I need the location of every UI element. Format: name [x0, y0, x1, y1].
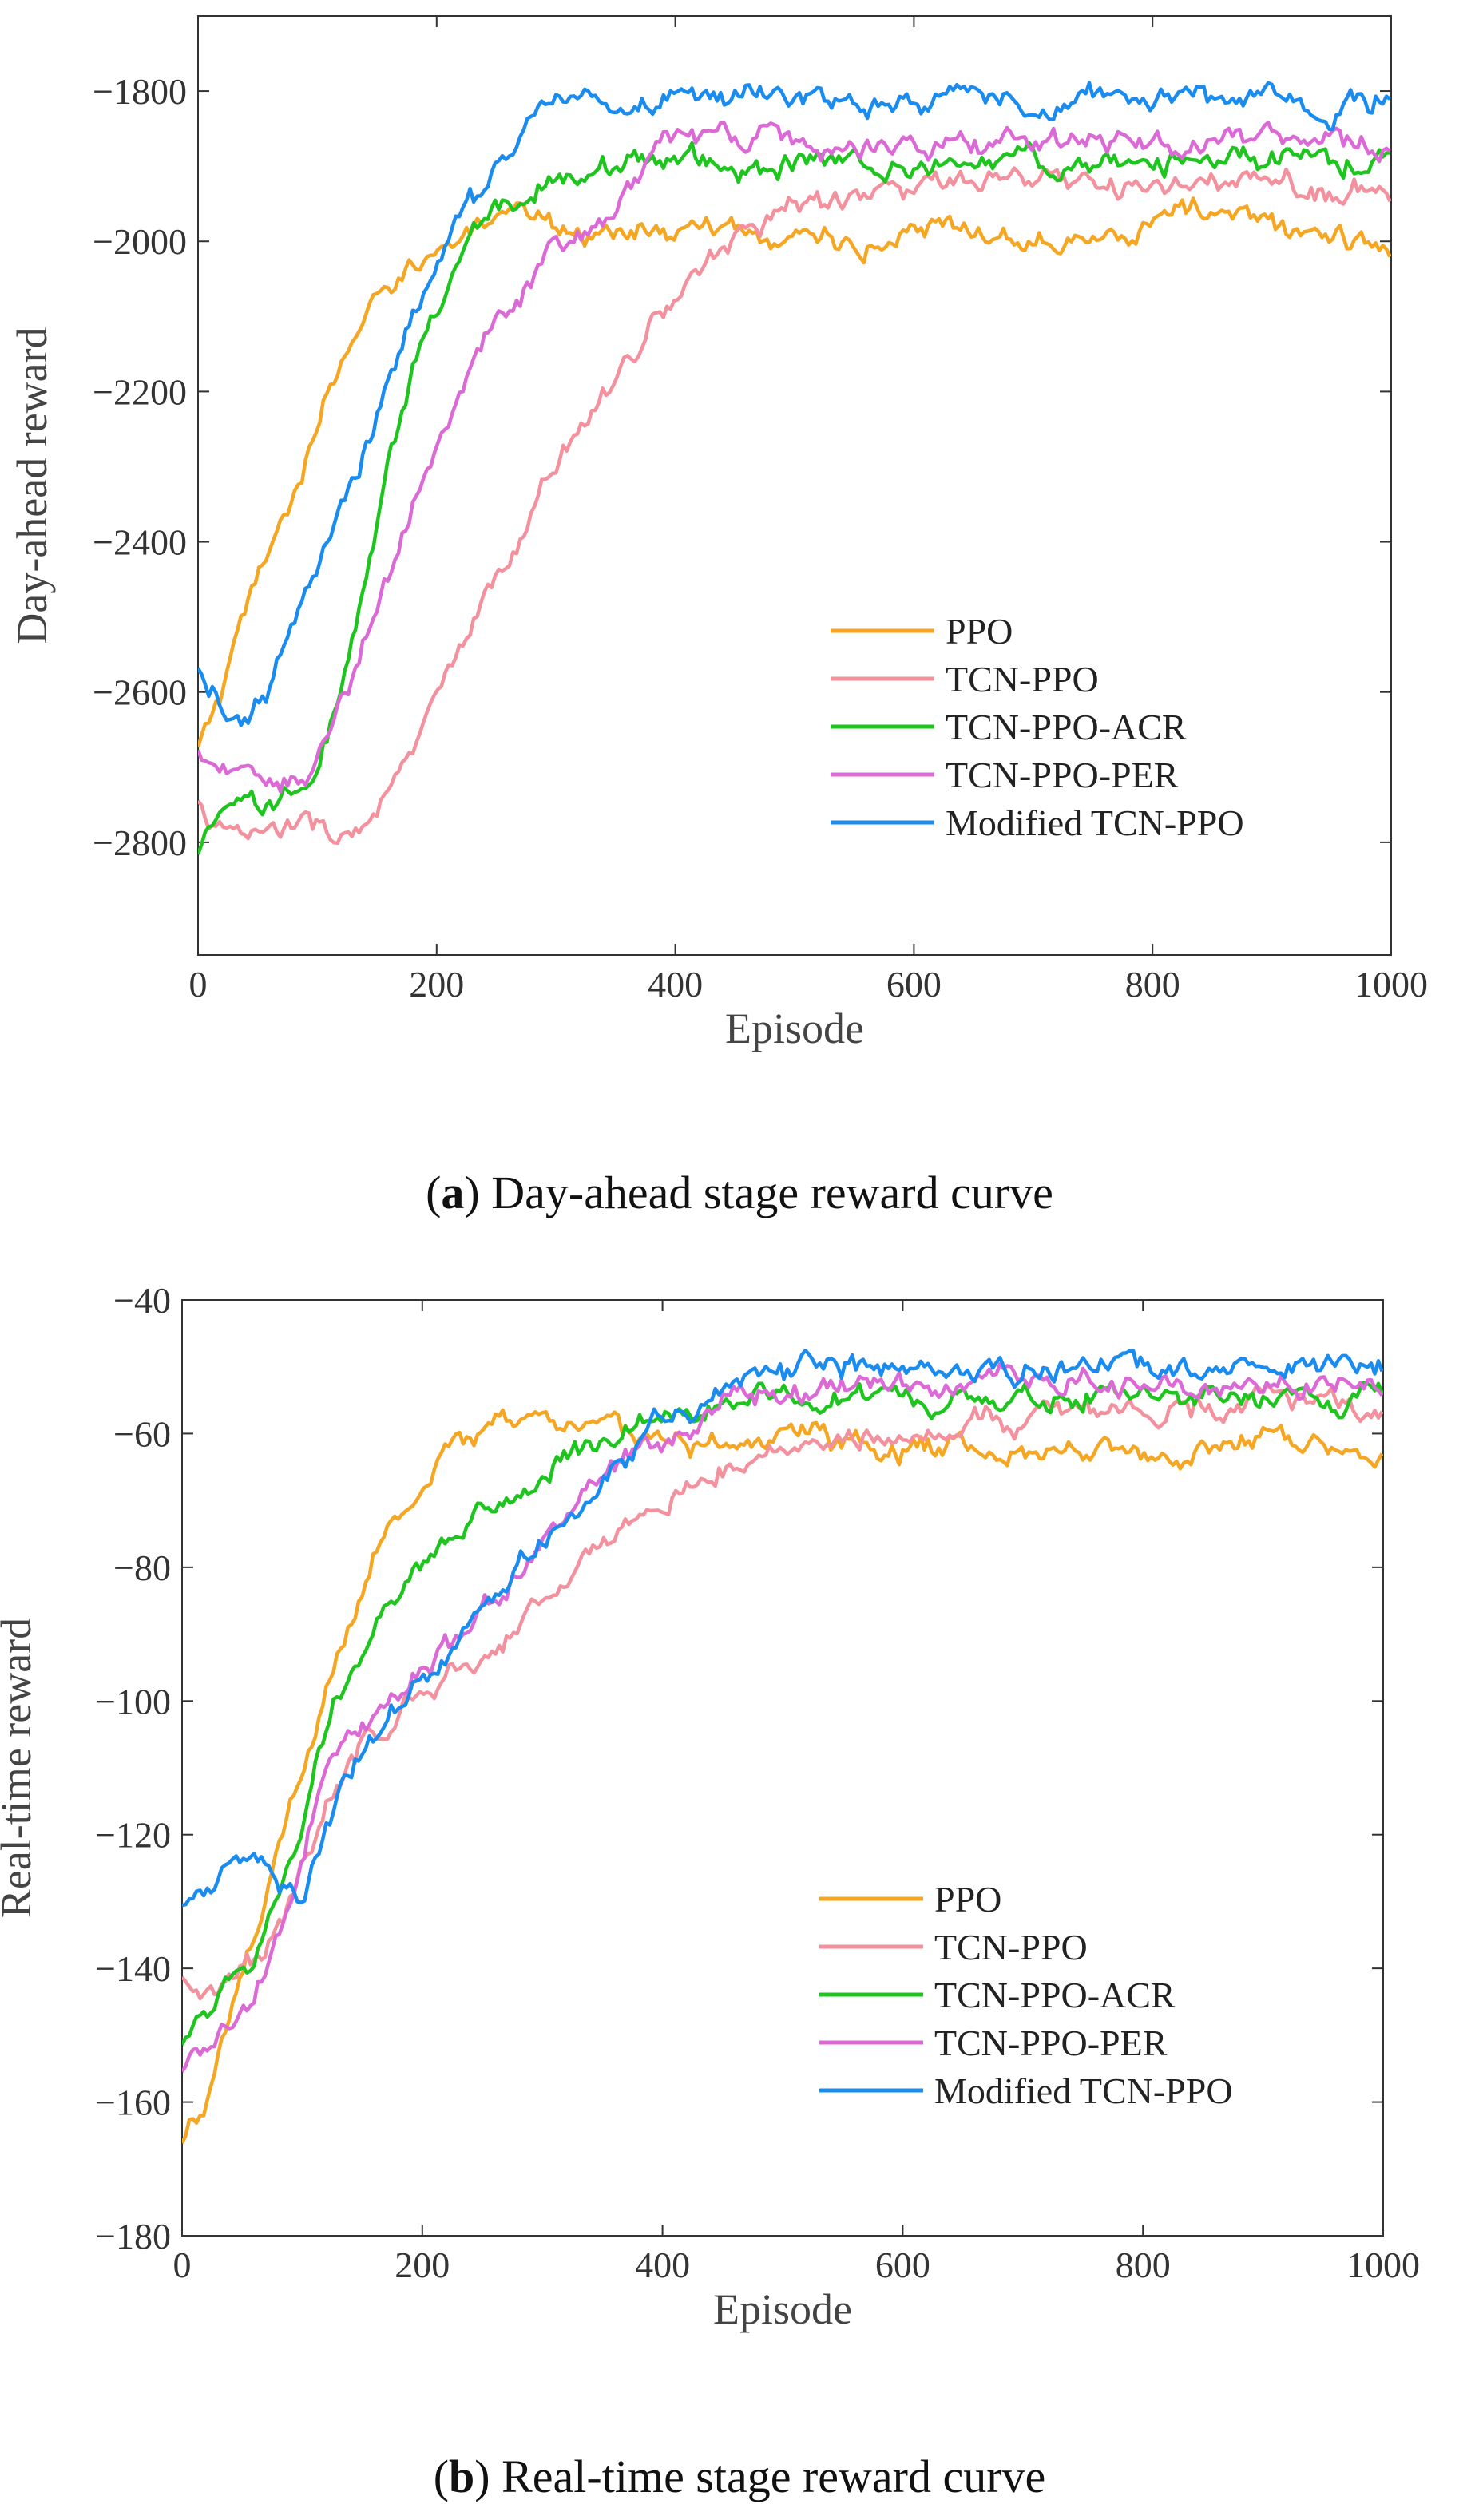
caption-a-label: a [441, 1167, 465, 1218]
x-tick-label: 1000 [1354, 964, 1428, 1004]
caption-b-label: b [449, 2451, 475, 2502]
x-tick-label: 1000 [1346, 2245, 1420, 2285]
y-tick-label: −120 [95, 1815, 171, 1856]
x-tick-label: 200 [395, 2245, 450, 2285]
y-tick-label: −80 [113, 1547, 171, 1588]
x-tick-label: 800 [1116, 2245, 1171, 2285]
legend-label-tcn-ppo: TCN-PPO [934, 1927, 1088, 1967]
series-group-b [182, 1349, 1383, 2145]
series-group-a [198, 81, 1391, 855]
x-tick-label: 400 [635, 2245, 690, 2285]
legend-label-tcn-ppo-acr: TCN-PPO-ACR [946, 707, 1187, 747]
x-tick-label: 200 [409, 964, 464, 1004]
x-tick-label: 600 [875, 2245, 930, 2285]
y-tick-label: −1800 [93, 71, 187, 112]
legend-label-tcn-ppo-per: TCN-PPO-PER [946, 755, 1179, 795]
y-tick-label: −2600 [93, 672, 187, 713]
x-axis-label: Episode [713, 2285, 852, 2333]
chart-a: 0 200 400 600 800 1000 −2800 −2600 −2400 −2200 −20… [8, 15, 1428, 1052]
caption-a: (a) Day-ahead stage reward curve [426, 1167, 1053, 1218]
series-line-ppo [198, 196, 1391, 748]
y-tick-label: −60 [113, 1413, 171, 1454]
y-tick-label: −40 [113, 1280, 171, 1321]
y-axis-label: Real-time reward [0, 1618, 40, 1918]
legend-label-modified-tcn-ppo: Modified TCN-PPO [934, 2070, 1233, 2111]
plot-area-a [197, 15, 1392, 956]
series-line-modified-tcn-ppo [198, 81, 1391, 727]
caption-b: (b) Real-time stage reward curve [433, 2451, 1046, 2502]
legend-label-tcn-ppo-per: TCN-PPO-PER [934, 2023, 1168, 2063]
legend-label-tcn-ppo: TCN-PPO [946, 659, 1099, 699]
caption-b-text: Real-time stage reward curve [490, 2451, 1046, 2502]
y-tick-label: −2400 [93, 522, 187, 563]
series-line-tcn-ppo [198, 166, 1391, 846]
series-line-tcn-ppo-per [198, 121, 1391, 794]
y-tick-label: −180 [95, 2216, 171, 2257]
x-axis-label: Episode [725, 1004, 864, 1052]
legend-b: PPO TCN-PPO TCN-PPO-ACR TCN-PPO-PER Modified… [819, 1879, 1233, 2111]
y-tick-label: −160 [95, 2082, 171, 2123]
y-axis-label: Day-ahead reward [8, 327, 56, 644]
y-tick-label: −140 [95, 1948, 171, 1989]
caption-a-text: Day-ahead stage reward curve [479, 1167, 1053, 1218]
plot-area-b [181, 1299, 1384, 2237]
series-line-modified-tcn-ppo [182, 1349, 1383, 1908]
y-tick-label: −2800 [93, 822, 187, 863]
x-tick-label: 0 [173, 2245, 192, 2285]
series-line-ppo [182, 1408, 1383, 2145]
y-tick-label: −2200 [93, 371, 187, 412]
legend-a: PPO TCN-PPO TCN-PPO-ACR TCN-PPO-PER Modified… [831, 611, 1244, 843]
series-line-tcn-ppo-acr [198, 140, 1390, 855]
y-tick-label: −100 [95, 1681, 171, 1722]
x-tick-label: 800 [1125, 964, 1180, 1004]
legend-label-ppo: PPO [946, 611, 1013, 652]
series-line-tcn-ppo-per [182, 1361, 1383, 2073]
chart-b: 0 200 400 600 800 1000 −180 −160 −140 −120 −100 −80… [0, 1280, 1420, 2333]
y-tick-label: −2000 [93, 221, 187, 262]
legend-label-tcn-ppo-acr: TCN-PPO-ACR [934, 1975, 1176, 2015]
x-tick-label: 0 [189, 964, 208, 1004]
legend-label-ppo: PPO [934, 1879, 1001, 1920]
x-tick-label: 400 [648, 964, 703, 1004]
x-tick-label: 600 [886, 964, 942, 1004]
legend-label-modified-tcn-ppo: Modified TCN-PPO [946, 802, 1244, 843]
series-line-tcn-ppo-acr [182, 1379, 1383, 2046]
